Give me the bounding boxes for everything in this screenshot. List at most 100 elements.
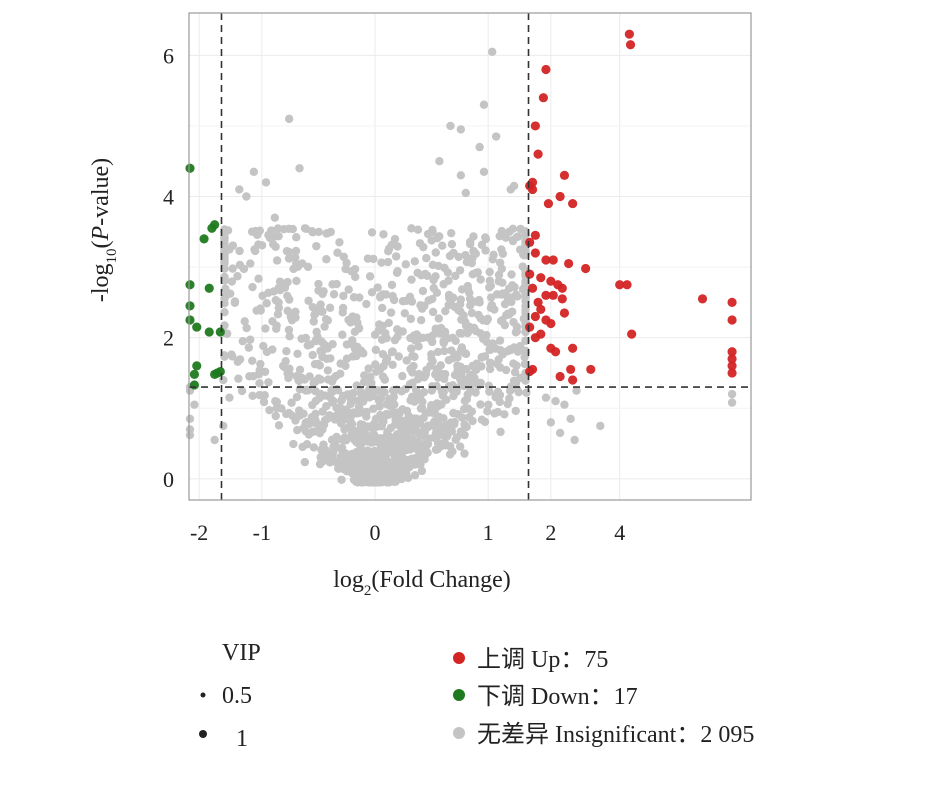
insignificant-point <box>498 278 507 287</box>
insignificant-point <box>210 435 219 445</box>
insignificant-point <box>314 286 323 295</box>
insignificant-point <box>402 296 411 306</box>
down-points <box>185 163 225 390</box>
insignificant-point <box>395 431 404 440</box>
up-point <box>622 280 632 290</box>
up-point <box>625 40 636 50</box>
insignificant-point <box>328 339 337 349</box>
insignificant-point <box>488 255 497 264</box>
up-point <box>546 276 556 286</box>
insignificant-point <box>546 418 556 427</box>
down-point <box>185 163 195 173</box>
insignificant-point <box>407 275 416 284</box>
up-point <box>530 230 540 240</box>
insignificant-point <box>462 394 472 404</box>
insignificant-point <box>383 448 392 457</box>
insignificant-point <box>487 301 497 310</box>
insignificant-point <box>283 277 292 287</box>
insignificant-point <box>398 371 407 381</box>
insignificant-point <box>356 388 365 398</box>
insignificant-point <box>541 393 551 402</box>
insignificant-point <box>351 461 361 471</box>
x-tick-label: -1 <box>253 520 271 545</box>
insignificant-point <box>360 371 369 380</box>
up-point <box>525 269 535 279</box>
insignificant-point <box>467 258 477 268</box>
insignificant-point <box>416 316 426 325</box>
insignificant-point <box>441 306 450 316</box>
down-point <box>199 234 209 244</box>
insignificant-point <box>369 430 379 439</box>
insignificant-point <box>322 255 331 264</box>
insignificant-point <box>358 458 367 468</box>
insignificant-point <box>355 293 364 302</box>
insignificant-point <box>488 47 497 57</box>
up-point <box>536 273 546 283</box>
insignificant-point <box>300 375 309 384</box>
insignificant-point <box>358 397 368 406</box>
insignificant-point <box>456 295 465 304</box>
y-tick-label: 0 <box>163 467 174 492</box>
insignificant-point <box>219 375 228 385</box>
insignificant-point <box>424 434 433 443</box>
insignificant-point <box>469 323 479 333</box>
insignificant-point <box>256 359 265 369</box>
insignificant-point <box>463 328 472 338</box>
insignificant-point <box>401 260 410 269</box>
insignificant-point <box>419 242 428 252</box>
insignificant-point <box>467 308 477 318</box>
insignificant-point <box>272 256 282 265</box>
up-point <box>538 93 548 103</box>
up-point <box>527 184 538 195</box>
insignificant-point <box>572 386 581 395</box>
insignificant-point <box>461 188 470 198</box>
insignificant-point <box>366 455 376 464</box>
insignificant-point <box>444 355 453 365</box>
insignificant-point <box>273 224 283 233</box>
insignificant-point <box>375 320 384 329</box>
insignificant-point <box>311 396 321 406</box>
insignificant-point <box>463 404 473 413</box>
down-point <box>189 369 200 379</box>
up-point <box>557 283 567 293</box>
insignificant-point <box>270 213 280 222</box>
up-point <box>533 149 543 159</box>
insignificant-point <box>392 438 402 448</box>
insignificant-point <box>308 350 317 360</box>
insignificant-point <box>380 433 390 442</box>
insignificant-point <box>294 375 303 385</box>
up-point <box>541 255 551 265</box>
insignificant-point <box>300 457 310 467</box>
insignificant-point <box>406 314 416 324</box>
insignificant-point <box>343 459 352 468</box>
insignificant-point <box>396 422 405 432</box>
insignificant-point <box>446 121 455 131</box>
insignificant-point <box>258 291 267 301</box>
up-point <box>525 322 535 332</box>
insignificant-point <box>264 378 273 387</box>
insignificant-point <box>371 414 381 424</box>
insignificant-point <box>501 289 510 298</box>
up-point <box>566 364 576 375</box>
insignificant-point <box>320 322 329 331</box>
insignificant-point <box>380 388 389 397</box>
down-point <box>212 368 223 378</box>
down-point <box>192 322 202 332</box>
insignificant-point <box>267 226 276 235</box>
insignificant-point <box>293 349 302 358</box>
insignificant-point <box>409 331 419 340</box>
insignificant-point <box>274 421 284 430</box>
insignificant-point <box>407 454 416 464</box>
insignificant-point <box>453 303 462 313</box>
insignificant-point <box>429 275 438 285</box>
vip-legend-dot-small <box>200 692 206 698</box>
insignificant-point <box>463 281 472 291</box>
vip-legend-label-large: 1 <box>236 726 248 752</box>
insignificant-point <box>491 132 501 141</box>
insignificant-point <box>496 316 506 326</box>
insignificant-point <box>283 306 292 316</box>
insignificant-point <box>414 342 423 351</box>
insignificant-point <box>261 178 271 187</box>
insignificant-point <box>413 225 423 234</box>
up-point <box>559 170 570 180</box>
